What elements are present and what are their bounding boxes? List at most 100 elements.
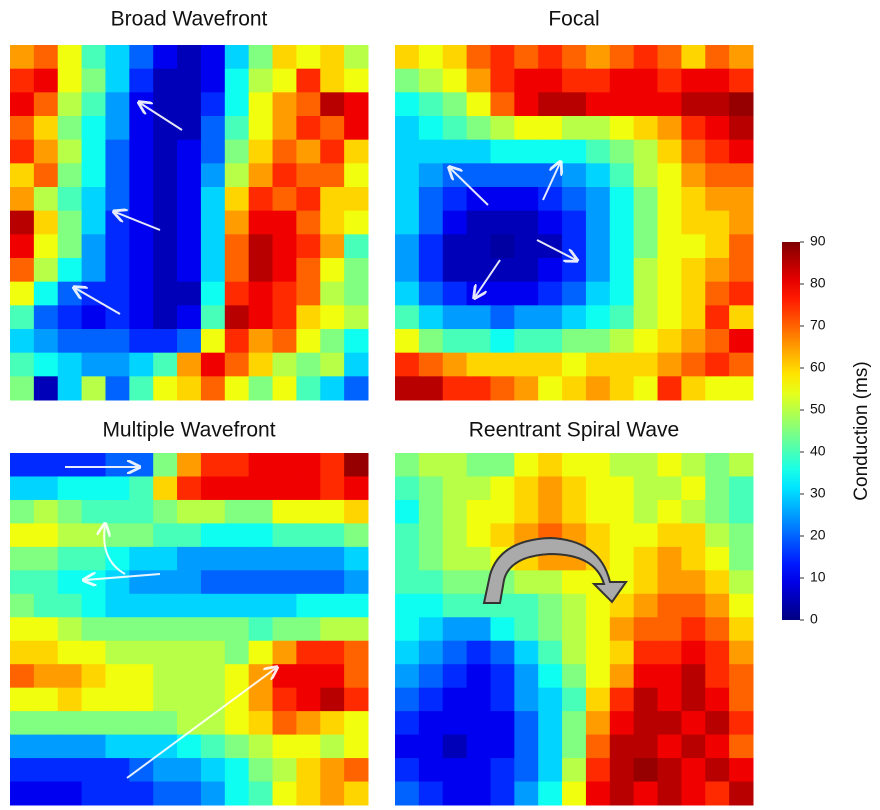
heatmap-cell bbox=[344, 523, 369, 548]
heatmap-cell bbox=[272, 453, 297, 477]
heatmap-cell bbox=[466, 453, 491, 477]
heatmap-cell bbox=[296, 376, 321, 401]
arrow bbox=[450, 168, 489, 206]
heatmap-cell bbox=[10, 523, 35, 548]
heatmap-cell bbox=[129, 546, 154, 571]
heatmap-cell bbox=[320, 116, 345, 141]
heatmap-cell bbox=[153, 163, 178, 188]
heatmap-cell bbox=[585, 781, 611, 806]
heatmap-cell bbox=[681, 210, 706, 235]
heatmap-cell bbox=[466, 781, 491, 806]
heatmap-cell bbox=[729, 305, 754, 330]
heatmap-cell bbox=[57, 187, 83, 212]
colorbar-tick-label: 80 bbox=[810, 275, 826, 291]
heatmap-cell bbox=[81, 139, 106, 164]
heatmap-cell bbox=[562, 281, 587, 306]
heatmap-cell bbox=[514, 570, 539, 595]
heatmap-cell bbox=[681, 617, 706, 642]
heatmap-cell bbox=[657, 92, 682, 117]
heatmap-cell bbox=[177, 281, 202, 306]
heatmap-cell bbox=[177, 45, 202, 70]
heatmap-cell bbox=[729, 593, 754, 618]
heatmap-cell bbox=[153, 664, 178, 689]
heatmap-cell bbox=[296, 664, 321, 689]
heatmap-cell bbox=[81, 499, 106, 524]
heatmap-cell bbox=[705, 758, 730, 783]
arrow bbox=[104, 525, 126, 575]
heatmap-cell bbox=[681, 640, 706, 665]
heatmap-cell bbox=[418, 210, 444, 235]
heatmap-cell bbox=[10, 305, 35, 330]
heatmap-cell bbox=[105, 139, 130, 164]
heatmap-cell bbox=[105, 734, 130, 759]
heatmap-cell bbox=[514, 476, 539, 501]
heatmap-cell bbox=[272, 476, 297, 501]
heatmap-cell bbox=[129, 258, 154, 283]
heatmap-cell bbox=[490, 68, 515, 93]
heatmap-cell bbox=[296, 234, 321, 259]
heatmap-cell bbox=[344, 617, 369, 642]
heatmap-cell bbox=[105, 210, 130, 235]
heatmap-cell bbox=[418, 258, 444, 283]
heatmap-cell bbox=[729, 210, 754, 235]
heatmap-cell bbox=[585, 687, 611, 712]
heatmap-cell bbox=[248, 352, 274, 377]
heatmap-cell bbox=[344, 45, 369, 70]
heatmap-cell bbox=[490, 453, 515, 477]
heatmap-cell bbox=[129, 664, 154, 689]
heatmap-cell bbox=[633, 617, 659, 642]
heatmap-cell bbox=[81, 116, 106, 141]
heatmap-cell bbox=[705, 329, 730, 354]
heatmap-cell bbox=[395, 570, 420, 595]
heatmap-cell bbox=[10, 781, 35, 806]
heatmap-cell bbox=[10, 92, 35, 117]
heatmap-cell bbox=[344, 376, 369, 401]
heatmap-cell bbox=[729, 546, 754, 571]
heatmap-cell bbox=[538, 499, 563, 524]
heatmap-cell bbox=[705, 523, 730, 548]
heatmap-cell bbox=[681, 258, 706, 283]
heatmap-cell bbox=[562, 711, 587, 736]
heatmap-cell bbox=[538, 329, 563, 354]
heatmap-cell bbox=[514, 210, 539, 235]
heatmap-cell bbox=[320, 258, 345, 283]
heatmap-cell bbox=[514, 640, 539, 665]
heatmap-cell bbox=[681, 352, 706, 377]
heatmap-cell bbox=[442, 116, 468, 141]
heatmap-cell bbox=[344, 570, 369, 595]
heatmap-cell bbox=[562, 139, 587, 164]
heatmap-cell bbox=[633, 453, 659, 477]
heatmap-cell bbox=[395, 234, 420, 259]
heatmap-cell bbox=[272, 593, 297, 618]
heatmap-cell bbox=[538, 210, 563, 235]
heatmap-cell bbox=[514, 305, 539, 330]
heatmap-cell bbox=[681, 499, 706, 524]
heatmap-cell bbox=[705, 139, 730, 164]
heatmap-cell bbox=[81, 734, 106, 759]
heatmap-cell bbox=[538, 68, 563, 93]
heatmap-cell bbox=[585, 376, 611, 401]
heatmap-cell bbox=[153, 499, 178, 524]
heatmap-cell bbox=[129, 45, 154, 70]
heatmap-cell bbox=[705, 163, 730, 188]
heatmap-cell bbox=[153, 45, 178, 70]
heatmap-cell bbox=[200, 570, 226, 595]
heatmap-cell bbox=[538, 687, 563, 712]
heatmap-cell bbox=[442, 758, 468, 783]
heatmap-cell bbox=[705, 258, 730, 283]
heatmap-cell bbox=[538, 187, 563, 212]
heatmap-cell bbox=[344, 711, 369, 736]
heatmap-cell bbox=[81, 781, 106, 806]
heatmap-cell bbox=[200, 664, 226, 689]
heatmap-cell bbox=[609, 640, 635, 665]
heatmap-cell bbox=[490, 640, 515, 665]
heatmap-cell bbox=[33, 546, 59, 571]
heatmap-cell bbox=[272, 258, 297, 283]
heatmap-cell bbox=[105, 570, 130, 595]
heatmap-cell bbox=[395, 281, 420, 306]
heatmap-cell bbox=[296, 523, 321, 548]
heatmap-cell bbox=[10, 163, 35, 188]
heatmap-cell bbox=[105, 234, 130, 259]
heatmap-cell bbox=[585, 352, 611, 377]
heatmap-cell bbox=[681, 476, 706, 501]
